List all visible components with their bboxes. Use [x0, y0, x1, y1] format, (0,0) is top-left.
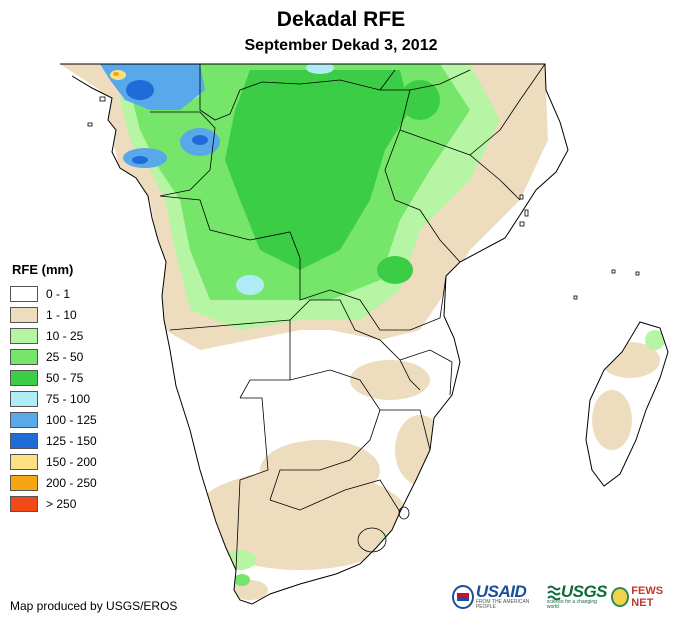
legend-item: 50 - 75	[10, 367, 97, 388]
usaid-seal-icon	[452, 584, 474, 609]
legend-label: 75 - 100	[46, 391, 91, 406]
legend-item: 200 - 250	[10, 472, 97, 493]
country-borders	[150, 63, 546, 571]
usaid-logo: USAID FROM THE AMERICAN PEOPLE	[452, 583, 543, 610]
legend-label: 200 - 250	[46, 475, 97, 490]
legend-title: RFE (mm)	[12, 262, 74, 277]
legend-label: 50 - 75	[46, 370, 84, 385]
legend-swatch	[10, 327, 38, 344]
legend-label: 10 - 25	[46, 328, 84, 343]
legend-swatch	[10, 390, 38, 407]
legend-swatch	[10, 348, 38, 365]
usgs-logo: USGS science for a changing world	[546, 582, 608, 610]
legend-label: > 250	[46, 496, 77, 511]
legend-item: 0 - 1	[10, 283, 97, 304]
africa-coastline	[60, 63, 569, 605]
rfe-125-150-areas	[126, 80, 208, 164]
legend-item: 1 - 10	[10, 304, 97, 325]
legend-item: 25 - 50	[10, 346, 97, 367]
legend-swatch	[10, 369, 38, 386]
usgs-tagline: science for a changing world	[546, 599, 597, 610]
madagascar-coastline	[585, 321, 669, 487]
usaid-tagline: FROM THE AMERICAN PEOPLE	[475, 599, 530, 610]
legend-swatch	[10, 453, 38, 470]
rainfall-layer	[60, 64, 665, 600]
legend-rows: 0 - 1 1 - 10 10 - 25 25 - 50 50 - 75 75 - 100…	[10, 283, 97, 514]
legend-item: 125 - 150	[10, 430, 97, 451]
legend-swatch	[10, 495, 38, 512]
legend-swatch	[10, 432, 38, 449]
legend-label: 150 - 200	[46, 454, 97, 469]
usgs-wave-icon	[547, 585, 561, 600]
fews-globe-icon	[611, 586, 630, 607]
legend-swatch	[10, 285, 38, 302]
legend-label: 25 - 50	[46, 349, 84, 364]
legend-label: 0 - 1	[46, 286, 71, 301]
legend: RFE (mm) 0 - 1 1 - 10 10 - 25 25 - 50 50 - 7…	[10, 262, 97, 514]
legend-item: 100 - 125	[10, 409, 97, 430]
legend-label: 1 - 10	[46, 307, 77, 322]
logos: USAID FROM THE AMERICAN PEOPLE USGS scie…	[452, 583, 682, 610]
fews-wordmark: FEWS NET	[631, 584, 664, 609]
legend-label: 100 - 125	[46, 412, 97, 427]
rfe-200-250-areas	[113, 72, 119, 76]
map-title: Dekadal RFE	[276, 8, 406, 31]
fews-logo: FEWS NET	[611, 585, 682, 609]
legend-item: 75 - 100	[10, 388, 97, 409]
legend-swatch	[10, 306, 38, 323]
credit-text: Map produced by USGS/EROS	[10, 599, 178, 613]
legend-swatch	[10, 411, 38, 428]
small-islands	[87, 96, 640, 300]
legend-swatch	[10, 474, 38, 491]
legend-item: 150 - 200	[10, 451, 97, 472]
usaid-wordmark: USAID	[475, 582, 527, 601]
rfe-100-125-areas	[100, 64, 220, 168]
legend-item: > 250	[10, 493, 97, 514]
legend-item: 10 - 25	[10, 325, 97, 346]
usgs-wordmark: USGS	[560, 582, 608, 601]
legend-label: 125 - 150	[46, 433, 97, 448]
map-subtitle: September Dekad 3, 2012	[244, 37, 438, 54]
